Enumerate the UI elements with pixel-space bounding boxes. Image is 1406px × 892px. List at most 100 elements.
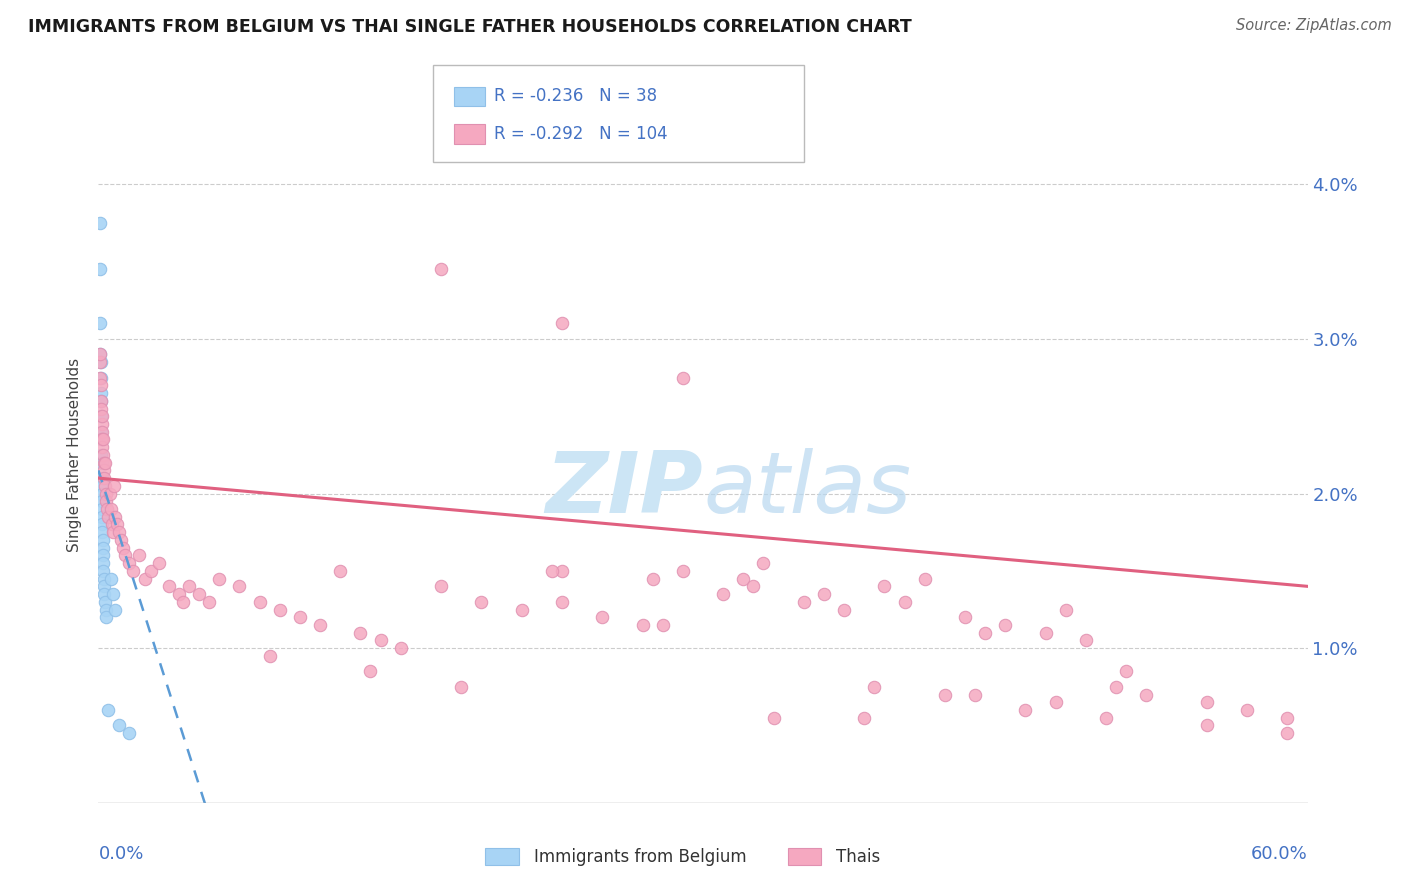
Point bbox=[118, 726, 141, 740]
Point bbox=[103, 509, 125, 524]
Point bbox=[953, 610, 976, 624]
Point bbox=[172, 595, 194, 609]
Point bbox=[114, 549, 136, 563]
Point bbox=[1195, 695, 1218, 709]
Point bbox=[90, 425, 112, 439]
Point bbox=[91, 517, 114, 532]
Point bbox=[91, 494, 114, 508]
Point bbox=[551, 595, 574, 609]
Point bbox=[105, 517, 128, 532]
Point bbox=[551, 317, 574, 331]
Point bbox=[893, 595, 915, 609]
Point bbox=[91, 448, 114, 462]
Point bbox=[309, 618, 332, 632]
Text: 60.0%: 60.0% bbox=[1251, 845, 1308, 863]
Point bbox=[98, 486, 121, 500]
Point bbox=[208, 572, 231, 586]
Point bbox=[813, 587, 835, 601]
Point bbox=[91, 502, 114, 516]
Point bbox=[90, 355, 112, 369]
Point bbox=[91, 525, 114, 540]
Point bbox=[134, 572, 156, 586]
Point bbox=[711, 587, 734, 601]
Point bbox=[91, 509, 114, 524]
Point bbox=[853, 711, 876, 725]
Point bbox=[762, 711, 785, 725]
Point bbox=[1277, 726, 1299, 740]
Point bbox=[349, 625, 371, 640]
Point bbox=[1054, 602, 1077, 616]
Point bbox=[94, 595, 117, 609]
Point bbox=[510, 602, 533, 616]
Point bbox=[89, 355, 111, 369]
Y-axis label: Single Father Households: Single Father Households bbox=[67, 358, 83, 552]
Point bbox=[1014, 703, 1036, 717]
Point bbox=[1045, 695, 1067, 709]
Point bbox=[651, 618, 673, 632]
Point bbox=[228, 579, 250, 593]
Point bbox=[672, 564, 695, 578]
Point bbox=[89, 370, 111, 384]
Point bbox=[97, 703, 120, 717]
Point bbox=[94, 602, 117, 616]
Point bbox=[91, 486, 114, 500]
Point bbox=[1195, 718, 1218, 732]
Point bbox=[370, 633, 392, 648]
Point bbox=[157, 579, 180, 593]
Text: Immigrants from Belgium: Immigrants from Belgium bbox=[534, 848, 747, 866]
Point bbox=[89, 347, 111, 361]
Text: R = -0.236   N = 38: R = -0.236 N = 38 bbox=[494, 87, 657, 105]
Point bbox=[107, 718, 129, 732]
FancyBboxPatch shape bbox=[485, 848, 519, 865]
Point bbox=[269, 602, 291, 616]
Point bbox=[793, 595, 815, 609]
Point bbox=[974, 625, 997, 640]
Point bbox=[288, 610, 311, 624]
Point bbox=[90, 448, 112, 462]
Point bbox=[360, 665, 382, 679]
Point bbox=[100, 502, 122, 516]
Point bbox=[631, 618, 654, 632]
Point bbox=[1115, 665, 1137, 679]
Point bbox=[591, 610, 613, 624]
Point bbox=[90, 370, 112, 384]
Point bbox=[93, 471, 115, 485]
Point bbox=[470, 595, 492, 609]
Point bbox=[93, 564, 115, 578]
Point bbox=[93, 463, 115, 477]
Point bbox=[430, 262, 453, 277]
Point bbox=[128, 549, 150, 563]
Point bbox=[91, 433, 114, 447]
Point bbox=[93, 456, 115, 470]
Point bbox=[551, 564, 574, 578]
FancyBboxPatch shape bbox=[787, 848, 821, 865]
Point bbox=[1074, 633, 1097, 648]
Point bbox=[93, 587, 115, 601]
Text: Source: ZipAtlas.com: Source: ZipAtlas.com bbox=[1236, 18, 1392, 33]
Point bbox=[89, 317, 111, 331]
Text: 0.0%: 0.0% bbox=[98, 845, 143, 863]
Point bbox=[1277, 711, 1299, 725]
Point bbox=[672, 370, 695, 384]
Point bbox=[103, 602, 125, 616]
Point bbox=[90, 378, 112, 392]
Point bbox=[100, 517, 122, 532]
Point bbox=[540, 564, 562, 578]
Point bbox=[873, 579, 896, 593]
Text: atlas: atlas bbox=[703, 448, 911, 532]
Point bbox=[329, 564, 352, 578]
Point bbox=[101, 525, 124, 540]
Text: R = -0.292   N = 104: R = -0.292 N = 104 bbox=[494, 125, 666, 143]
Point bbox=[90, 433, 112, 447]
Point bbox=[752, 556, 775, 570]
Text: IMMIGRANTS FROM BELGIUM VS THAI SINGLE FATHER HOUSEHOLDS CORRELATION CHART: IMMIGRANTS FROM BELGIUM VS THAI SINGLE F… bbox=[28, 18, 912, 36]
Point bbox=[93, 556, 115, 570]
Point bbox=[97, 509, 120, 524]
Point bbox=[179, 579, 201, 593]
Point bbox=[188, 587, 211, 601]
Point bbox=[103, 479, 125, 493]
Point bbox=[863, 680, 886, 694]
Point bbox=[91, 409, 114, 424]
Point bbox=[94, 456, 117, 470]
Point bbox=[100, 572, 122, 586]
